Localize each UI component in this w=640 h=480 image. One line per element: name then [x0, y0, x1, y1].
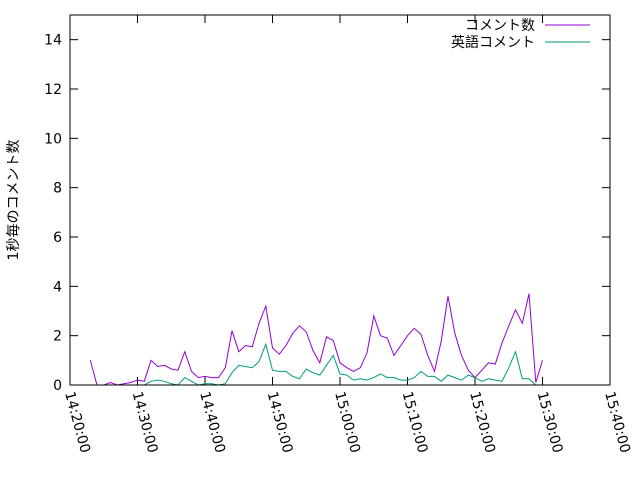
y-tick-label: 0 [53, 378, 62, 394]
x-tick-label: 14:50:00 [264, 390, 296, 455]
plot-frame [69, 14, 611, 386]
y-tick-label: 12 [44, 82, 62, 98]
series-line-0 [89, 293, 543, 386]
x-tick-label: 15:30:00 [534, 390, 566, 455]
y-tick-label: 10 [44, 131, 62, 147]
x-tick-label: 15:20:00 [466, 390, 498, 455]
series-line-1 [90, 342, 543, 386]
x-tick-label: 15:40:00 [601, 390, 633, 455]
legend-label-1: 英語コメント [451, 34, 535, 51]
legend: コメント数 英語コメント [451, 18, 590, 51]
x-tick-label: 14:40:00 [196, 390, 228, 455]
y-axis: 0 2 4 6 8 10 12 14 [44, 33, 610, 394]
x-tick-label: 15:10:00 [399, 390, 431, 455]
x-axis: 14:20:00 14:30:00 14:40:00 14:50:00 15:00:00… [61, 15, 633, 455]
x-tick-label: 14:20:00 [61, 390, 93, 455]
y-tick-label: 4 [53, 279, 62, 295]
y-tick-label: 14 [44, 33, 62, 49]
y-axis-label: 1秒毎のコメント数 [6, 140, 22, 261]
x-tick-label: 15:00:00 [331, 390, 363, 455]
y-tick-label: 8 [53, 181, 62, 197]
x-tick-label: 14:30:00 [129, 390, 161, 455]
y-tick-label: 2 [53, 329, 62, 345]
plot-lines [89, 293, 543, 386]
legend-label-0: コメント数 [465, 18, 535, 34]
y-tick-label: 6 [53, 230, 62, 246]
